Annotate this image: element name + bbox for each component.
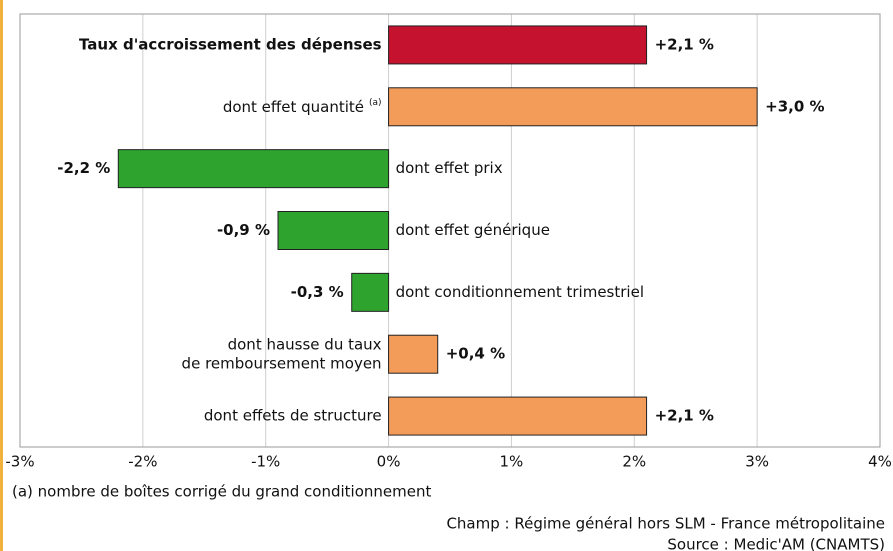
bar [388,396,648,436]
bar [277,211,390,250]
value-label: +3,0 % [765,97,824,115]
x-tick-label: 1% [500,453,524,471]
value-label: +0,4 % [446,345,505,363]
x-tick-label: 3% [745,453,769,471]
x-tick-label: 2% [622,453,646,471]
category-label: dont hausse du taux de remboursement moye… [182,335,382,372]
x-tick-label: 0% [377,453,401,471]
x-tick-label: -1% [251,453,280,471]
value-label: -2,2 % [57,159,110,177]
category-text: dont effet quantité [223,97,364,115]
footnote-marker: (a) [369,97,382,107]
bar [351,272,390,312]
scope: Champ : Régime général hors SLM - France… [446,515,885,533]
x-tick-label: -3% [5,453,34,471]
bar [388,25,648,65]
bar [117,149,390,189]
left-border [0,0,3,551]
value-label: +2,1 % [655,407,714,425]
bar [388,334,439,374]
value-label: -0,3 % [291,283,344,301]
x-tick-label: 4% [868,453,892,471]
category-label: dont effets de structure [204,407,382,425]
category-label: dont effet quantité (a) [223,97,382,115]
footnote: (a) nombre de boîtes corrigé du grand co… [12,483,431,501]
category-label: dont effet prix [396,159,503,177]
source: Source : Medic'AM (CNAMTS) [667,536,885,551]
category-line: de remboursement moyen [182,354,382,372]
category-label: Taux d'accroissement des dépenses [79,35,382,53]
category-line: dont hausse du taux [228,335,382,353]
value-label: +2,1 % [655,35,714,53]
value-label: -0,9 % [217,221,270,239]
plot-frame [19,13,881,448]
x-tick-label: -2% [128,453,157,471]
category-label: dont effet générique [396,221,550,239]
category-label: dont conditionnement trimestriel [396,283,644,301]
bar [388,87,758,127]
